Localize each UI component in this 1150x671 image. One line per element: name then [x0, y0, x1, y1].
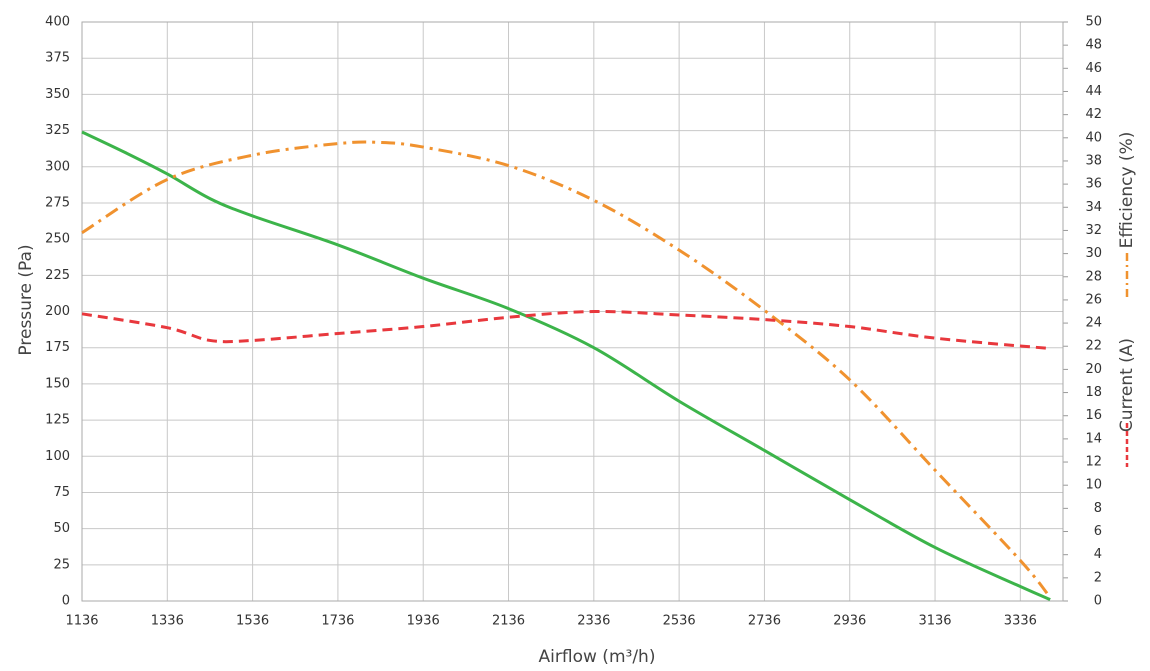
- y2-tick-label: 10: [1085, 478, 1102, 493]
- y-tick-label: 275: [45, 195, 70, 210]
- y2-tick-label: 38: [1085, 153, 1102, 168]
- y-tick-label: 250: [45, 232, 70, 247]
- y2-tick-label: 24: [1085, 316, 1102, 331]
- y2-axis-label: Efficiency (%): [1117, 132, 1137, 249]
- y-tick-label: 25: [53, 557, 70, 572]
- y-tick-label: 125: [45, 413, 70, 428]
- y2-tick-label: 20: [1085, 362, 1102, 377]
- x-tick-label: 2536: [663, 614, 696, 629]
- y2-tick-label: 0: [1094, 594, 1102, 609]
- y2-tick-label: 46: [1085, 61, 1102, 76]
- y2-tick-label: 40: [1085, 130, 1102, 145]
- y-tick-label: 100: [45, 449, 70, 464]
- x-tick-label: 2936: [833, 614, 866, 629]
- x-tick-label: 3136: [918, 614, 951, 629]
- y-tick-label: 350: [45, 87, 70, 102]
- series-line: [81, 140, 1052, 599]
- y2-tick-label: 50: [1085, 15, 1102, 30]
- y2-tick-label: 16: [1085, 408, 1102, 423]
- y-tick-label: 400: [45, 15, 70, 30]
- x-axis-label: Airflow (m³/h): [539, 647, 656, 667]
- y2-tick-label: 4: [1094, 547, 1102, 562]
- y2-tick-label: 18: [1085, 385, 1102, 400]
- x-tick-label: 1136: [65, 614, 98, 629]
- y2-tick-label: 22: [1085, 339, 1102, 354]
- y2-tick-label: 32: [1085, 223, 1102, 238]
- plot-frame: [81, 21, 1064, 602]
- y-tick-label: 375: [45, 51, 70, 66]
- x-tick-label: 2336: [577, 614, 610, 629]
- y2-tick-label: 12: [1085, 455, 1102, 470]
- x-tick-label: 1536: [236, 614, 269, 629]
- series-line: [81, 309, 1051, 351]
- y2-axis-label: Current (A): [1117, 338, 1137, 432]
- y2-tick-label: 14: [1085, 431, 1102, 446]
- y-tick-label: 300: [45, 159, 70, 174]
- x-tick-label: 1336: [151, 614, 184, 629]
- x-tick-label: 1936: [407, 614, 440, 629]
- y-tick-label: 175: [45, 340, 70, 355]
- y2-tick-label: 6: [1094, 524, 1102, 539]
- series-line: [81, 130, 1051, 601]
- y2-tick-label: 30: [1085, 246, 1102, 261]
- x-tick-label: 3336: [1004, 614, 1037, 629]
- y2-tick-label: 48: [1085, 38, 1102, 53]
- y-tick-label: 50: [53, 521, 70, 536]
- y-tick-label: 150: [45, 376, 70, 391]
- y-tick-label: 200: [45, 304, 70, 319]
- y2-tick-label: 34: [1085, 200, 1102, 215]
- y2-tick-label: 28: [1085, 269, 1102, 284]
- y2-tick-label: 36: [1085, 177, 1102, 192]
- y-tick-label: 225: [45, 268, 70, 283]
- y-tick-label: 75: [53, 485, 70, 500]
- y-tick-label: 0: [62, 594, 70, 609]
- y-axis-label: Pressure (Pa): [16, 244, 36, 355]
- y-tick-label: 325: [45, 123, 70, 138]
- x-tick-label: 1736: [321, 614, 354, 629]
- x-tick-label: 2136: [492, 614, 525, 629]
- y2-tick-label: 42: [1085, 107, 1102, 122]
- x-tick-label: 2736: [748, 614, 781, 629]
- y2-tick-label: 2: [1094, 570, 1102, 585]
- y2-tick-label: 44: [1085, 84, 1102, 99]
- y2-tick-label: 8: [1094, 501, 1102, 516]
- y2-tick-label: 26: [1085, 292, 1102, 307]
